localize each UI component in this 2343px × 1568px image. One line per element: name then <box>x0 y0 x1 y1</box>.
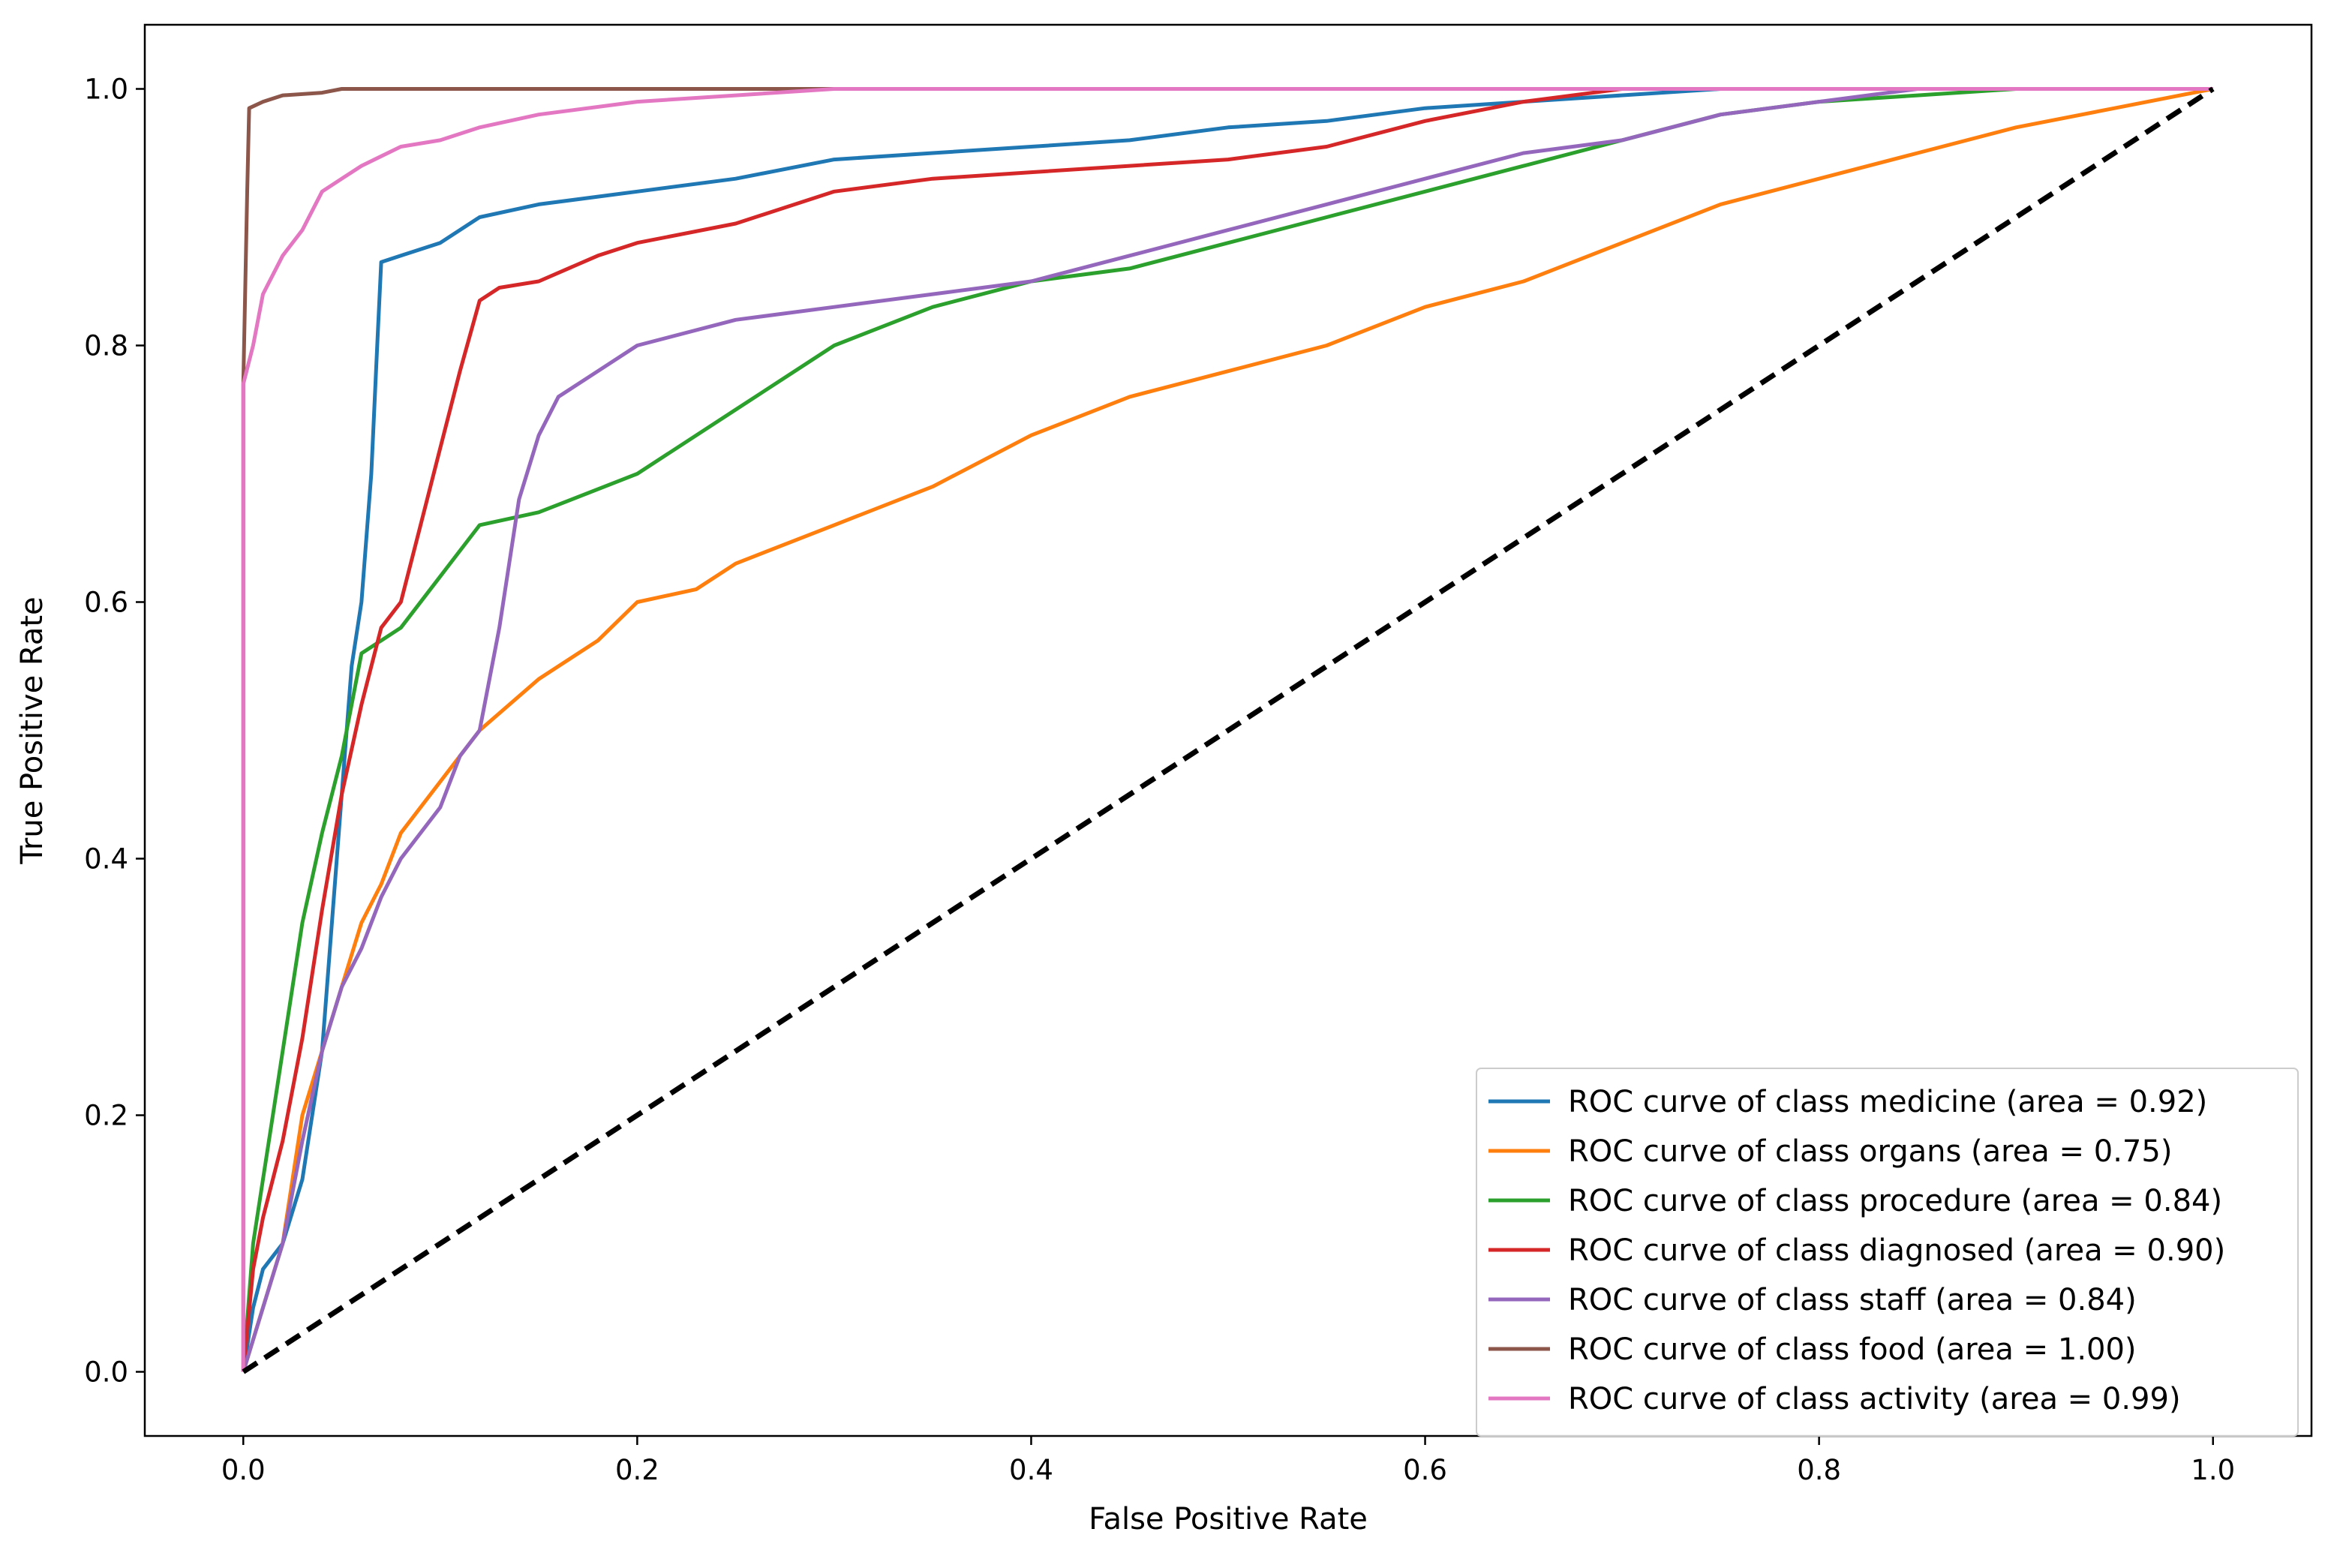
y-tick-label: 0.2 <box>84 1100 128 1132</box>
legend-frame <box>1476 1068 2299 1437</box>
roc-curve-6 <box>241 87 2213 1372</box>
y-tick-label: 0.8 <box>84 330 128 362</box>
roc-curve-4 <box>241 87 2213 1373</box>
x-tick-label: 1.0 <box>2191 1454 2235 1486</box>
legend: ROC curve of class medicine (area = 0.92… <box>1476 1068 2299 1437</box>
x-tick-label: 0.6 <box>1403 1454 1447 1486</box>
roc-curve-3 <box>241 87 2213 1372</box>
legend-label: ROC curve of class activity (area = 0.99… <box>1568 1382 2181 1416</box>
roc-curve-5 <box>241 87 2213 1372</box>
x-axis-title: False Positive Rate <box>1089 1502 1368 1536</box>
axes-frame <box>143 23 2313 1437</box>
legend-label: ROC curve of class organs (area = 0.75) <box>1568 1134 2172 1169</box>
x-tick-label: 0.0 <box>221 1454 266 1486</box>
legend-label: ROC curve of class medicine (area = 0.92… <box>1568 1085 2207 1119</box>
y-axis-title: True Positive Rate <box>15 596 50 864</box>
y-tick-label: 0.4 <box>84 843 128 876</box>
roc-curve-0 <box>241 87 2213 1372</box>
x-tick-label: 0.4 <box>1009 1454 1053 1486</box>
x-tick-label: 0.8 <box>1797 1454 1841 1486</box>
y-tick-label: 0.0 <box>84 1356 128 1389</box>
y-tick-label: 1.0 <box>84 74 128 106</box>
plot-area <box>241 86 2215 1374</box>
y-axis-ticks: 0.0 0.2 0.4 0.6 0.8 1.0 <box>84 74 145 1389</box>
legend-label: ROC curve of class diagnosed (area = 0.9… <box>1568 1233 2225 1268</box>
chance-diagonal-line <box>242 86 2215 1374</box>
legend-label: ROC curve of class staff (area = 0.84) <box>1568 1283 2137 1317</box>
legend-label: ROC curve of class food (area = 1.00) <box>1568 1332 2137 1367</box>
legend-label: ROC curve of class procedure (area = 0.8… <box>1568 1184 2222 1218</box>
x-axis-ticks: 0.0 0.2 0.4 0.6 0.8 1.0 <box>221 1436 2235 1486</box>
y-tick-label: 0.6 <box>84 587 128 619</box>
x-tick-label: 0.2 <box>615 1454 659 1486</box>
